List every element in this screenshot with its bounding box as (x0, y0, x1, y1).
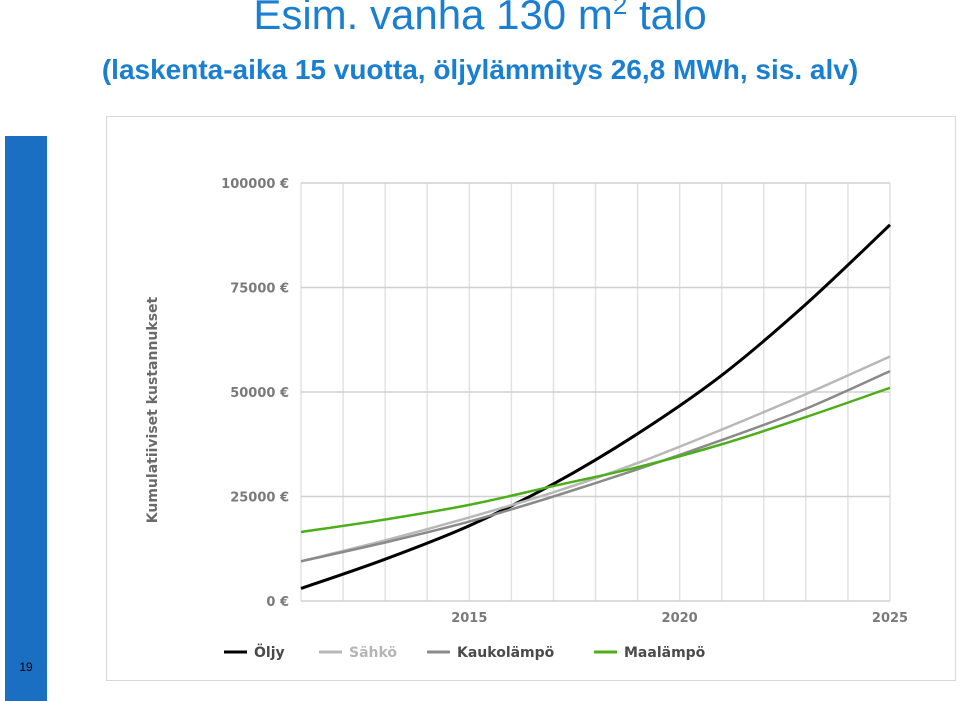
x-tick-label: 2025 (872, 611, 908, 626)
x-tick-label: 2015 (451, 611, 487, 626)
y-tick-label: 100000 € (221, 177, 289, 192)
y-tick-label: 50000 € (230, 386, 289, 401)
series-line-4 (300, 386, 891, 534)
y-tick-label: 75000 € (230, 282, 289, 297)
page-number: 19 (19, 660, 33, 674)
series-layer (300, 223, 892, 590)
series-line-2 (300, 355, 891, 563)
legend-label: Kaukolämpö (457, 645, 555, 661)
grid-layer (300, 182, 891, 602)
axis-layer: 0 € 25000 € 50000 € 75000 € 100000 € 2015 2020… (145, 177, 908, 626)
y-tick-label: 25000 € (230, 491, 289, 506)
legend-label: Öljy (254, 643, 285, 661)
legend-label: Sähkö (349, 645, 397, 661)
slide-title: Esim. vanha 130 m2 talo (0, 0, 960, 36)
legend-label: Maalämpö (624, 645, 706, 661)
line-chart: 0 € 25000 € 50000 € 75000 € 100000 € 2015 2020… (145, 177, 908, 661)
slide-title-tail: talo (627, 0, 707, 38)
y-tick-label: 0 € (266, 595, 289, 610)
x-tick-label: 2020 (662, 611, 698, 626)
series-line-3 (300, 369, 891, 563)
chart-frame: 0 € 25000 € 50000 € 75000 € 100000 € 2015 2020… (106, 116, 956, 681)
side-accent-bar (5, 136, 47, 701)
slide-title-main: Esim. vanha 130 m (253, 0, 613, 38)
slide-subtitle: (laskenta-aika 15 vuotta, öljylämmitys 2… (101, 54, 859, 85)
series-line-1 (300, 223, 892, 590)
legend-layer: Öljy Sähkö Kaukolämpö Maalämpö (224, 643, 706, 661)
y-axis-title: Kumulatiiviset kustannukset (145, 296, 161, 523)
slide-title-superscript: 2 (612, 0, 628, 20)
